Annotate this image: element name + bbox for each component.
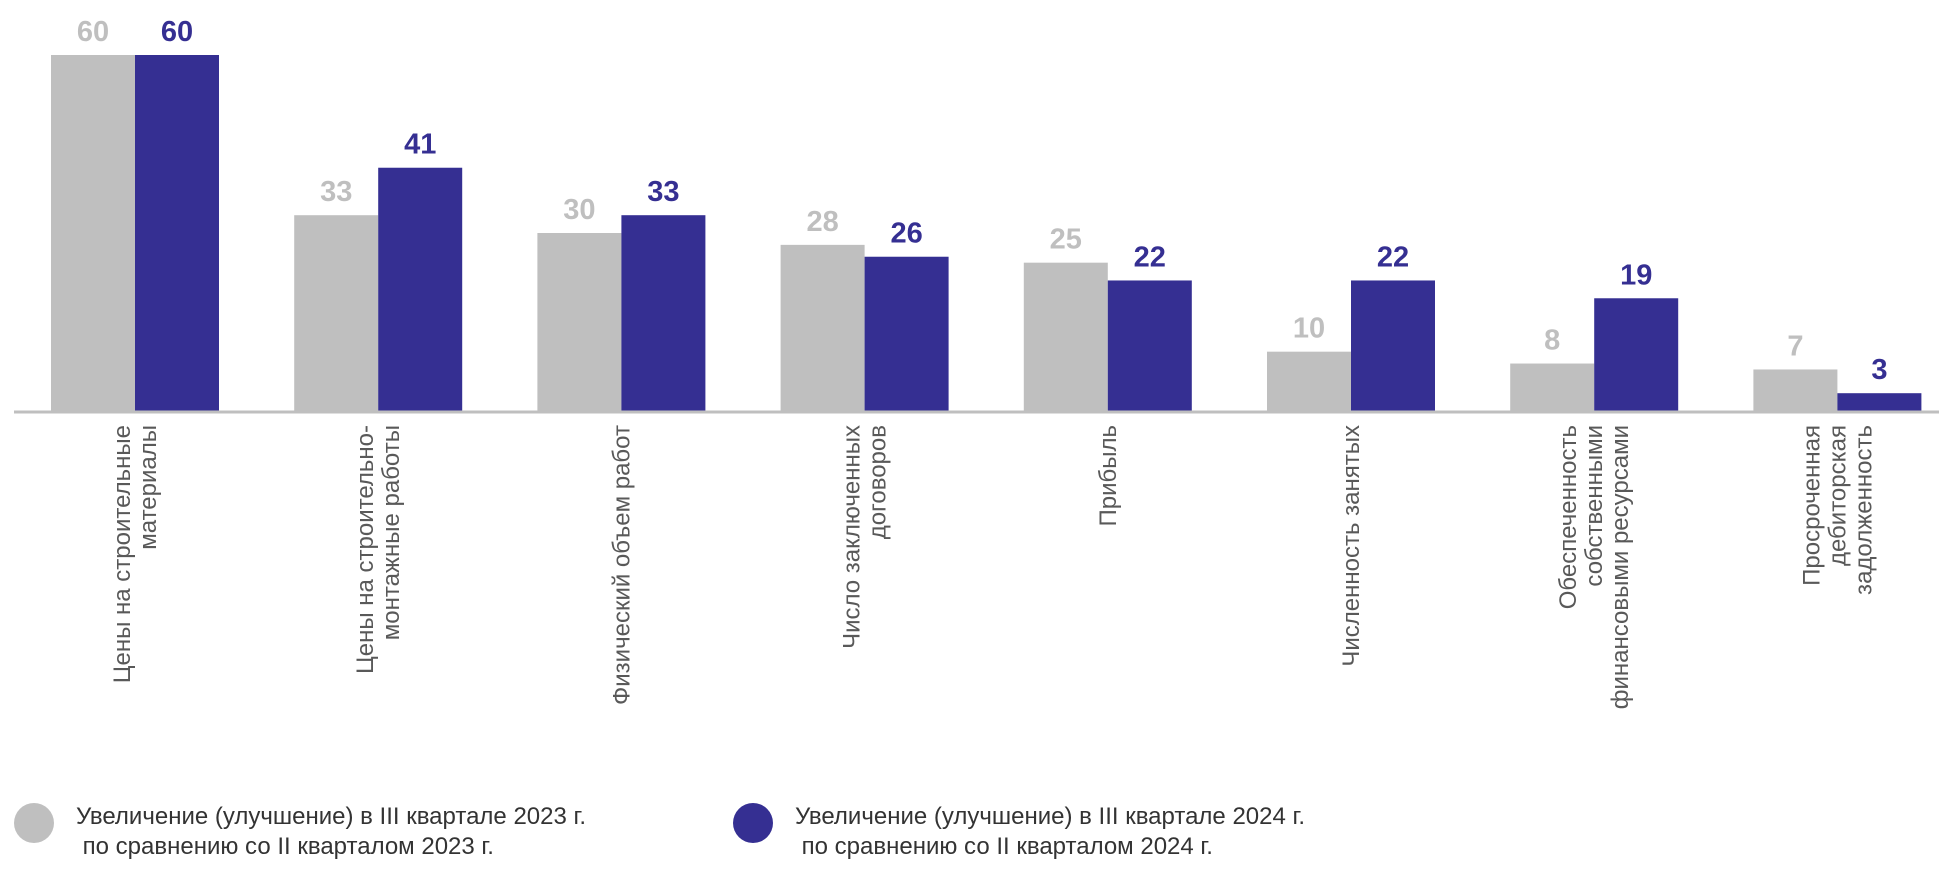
category-label-6-line-2: финансовыми ресурсами [1607, 425, 1634, 709]
category-label-1: Цены на строительно-монтажные работы [352, 425, 405, 674]
bar-s2-5 [1351, 280, 1435, 411]
category-label-2-line-0: Физический объем работ [608, 425, 635, 705]
value-label-s2-4: 22 [1134, 241, 1166, 273]
value-label-s1-2: 30 [563, 194, 595, 226]
category-label-6: Обеспеченность собственными финансовыми ре… [1555, 425, 1634, 709]
legend-swatch-2023 [14, 803, 54, 843]
legend-label-2023: Увеличение (улучшение) в III квартале 20… [76, 803, 586, 860]
legend-item-2024: Увеличение (улучшение) в III квартале 20… [733, 800, 1433, 870]
category-label-3-line-0: Число заключенных [839, 425, 866, 649]
value-label-s2-5: 22 [1377, 241, 1409, 273]
value-label-s1-6: 8 [1544, 325, 1560, 357]
category-label-0-line-1: материалы [135, 425, 162, 550]
category-label-0-line-0: Цены на строительные [109, 425, 136, 683]
bar-s2-0 [135, 55, 219, 411]
bar-s2-1 [378, 167, 463, 411]
value-label-s2-3: 26 [890, 218, 922, 250]
category-label-7-line-0: Просроченная [1798, 425, 1825, 586]
bar-s2-7 [1837, 393, 1922, 411]
category-label-2: Физический объем работ [608, 425, 635, 705]
category-label-6-line-0: Обеспеченность [1555, 425, 1582, 609]
bar-s2-4 [1107, 280, 1192, 411]
bar-s1-4 [1023, 262, 1108, 411]
category-label-4: Прибыль [1095, 425, 1122, 527]
value-label-s2-6: 19 [1620, 259, 1652, 291]
legend-item-2023: Увеличение (улучшение) в III квартале 20… [14, 800, 714, 870]
category-label-7: Просроченная дебиторская задолженность [1798, 425, 1877, 595]
category-label-7-line-2: задолженность [1850, 425, 1877, 595]
value-label-s1-7: 7 [1787, 330, 1803, 362]
value-label-s1-3: 28 [806, 206, 838, 238]
category-label-3-line-1: договоров [865, 425, 892, 539]
value-label-s2-0: 60 [161, 16, 193, 48]
category-label-3: Число заключенных договоров [839, 425, 892, 649]
bar-s2-3 [864, 256, 949, 411]
value-label-s1-5: 10 [1293, 313, 1325, 345]
category-label-5: Численность занятых [1338, 425, 1365, 667]
category-label-0: Цены на строительные материалы [109, 425, 162, 683]
bar-s1-0 [51, 55, 135, 411]
category-label-1-line-1: монтажные работы [378, 425, 405, 640]
category-label-6-line-1: собственными [1581, 425, 1608, 587]
bar-s1-7 [1753, 369, 1838, 411]
legend-swatch-2024 [733, 803, 773, 843]
value-label-s2-7: 3 [1871, 354, 1887, 386]
bar-s2-2 [621, 215, 706, 411]
category-label-4-line-0: Прибыль [1095, 425, 1122, 527]
value-label-s2-2: 33 [647, 176, 679, 208]
bar-s2-6 [1594, 298, 1679, 411]
legend-label-2024: Увеличение (улучшение) в III квартале 20… [795, 803, 1305, 860]
value-label-s1-0: 60 [77, 16, 109, 48]
category-label-5-line-0: Численность занятых [1338, 425, 1365, 667]
bar-s1-3 [780, 244, 865, 411]
bar-s1-1 [294, 215, 379, 411]
value-label-s1-4: 25 [1050, 224, 1082, 256]
value-label-s1-1: 33 [320, 176, 352, 208]
bar-chart: 60 60 Цены на строительные материалы 33 41 Цен… [14, 16, 1939, 709]
bar-s1-6 [1510, 363, 1595, 411]
category-label-1-line-0: Цены на строительно- [352, 425, 379, 674]
bar-s1-2 [537, 233, 622, 411]
value-label-s2-1: 41 [404, 129, 436, 161]
bar-s1-5 [1267, 351, 1351, 411]
category-label-7-line-1: дебиторская [1824, 425, 1851, 566]
